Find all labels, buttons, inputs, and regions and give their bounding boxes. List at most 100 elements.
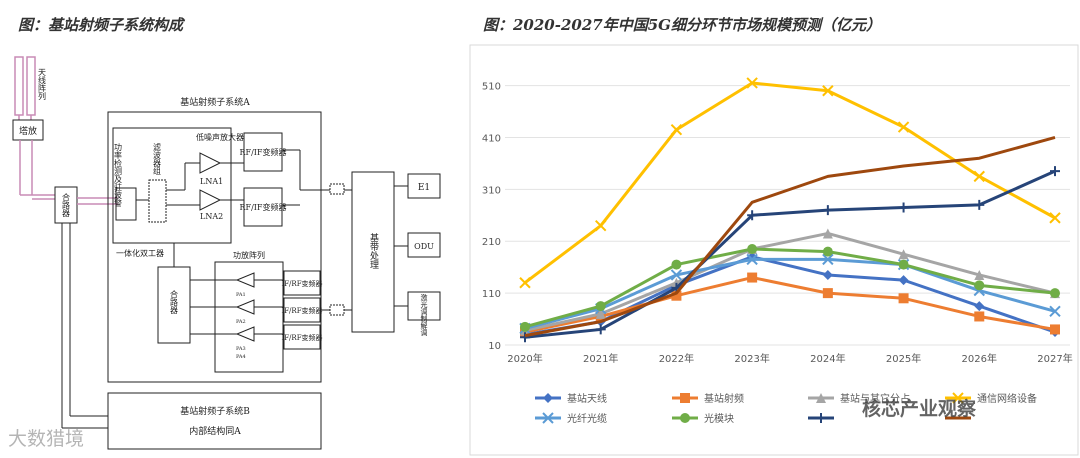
inner-combiner-label: 合路器 bbox=[170, 289, 179, 315]
ifrf-converter-3 bbox=[283, 324, 321, 350]
ifrf-converter-1 bbox=[283, 270, 321, 296]
tower-amp-box bbox=[12, 119, 44, 141]
antenna-array-label: 天线阵列 bbox=[38, 68, 47, 101]
data-point bbox=[898, 259, 909, 270]
legend-label: 基站与其它分占 bbox=[840, 392, 910, 405]
series-6 bbox=[520, 166, 1060, 343]
data-point bbox=[746, 253, 758, 266]
data-point bbox=[822, 228, 833, 239]
data-point bbox=[595, 301, 606, 312]
data-point bbox=[746, 77, 758, 89]
ifrf-1-label: IF/RF变频器 bbox=[281, 279, 322, 288]
series-5 bbox=[520, 244, 1060, 332]
series-line bbox=[524, 247, 1056, 329]
series-line bbox=[524, 81, 1056, 284]
subsystem-b-box bbox=[107, 392, 322, 450]
pa2-label: PA2 bbox=[236, 319, 246, 325]
data-point bbox=[822, 288, 833, 299]
antenna-array bbox=[14, 56, 36, 116]
rf-subsystem-diagram: 天线阵列 塔放 合路器 基站射频子系统A 功率检测及驻波警 滤波器组 低噪声放大… bbox=[12, 56, 441, 450]
data-point bbox=[670, 123, 683, 136]
baseband-label: 基带处理 bbox=[368, 232, 379, 269]
e1-label: E1 bbox=[418, 183, 430, 193]
watermark-right: 核芯产业观察 bbox=[862, 398, 977, 420]
lna-title-label: 低噪声放大器 bbox=[196, 132, 244, 142]
subsystem-a-label: 基站射频子系统A bbox=[180, 96, 250, 108]
duplexer-label: 一体化双工器 bbox=[116, 248, 164, 258]
rfif-1-label: RF/IF变频器 bbox=[240, 147, 287, 157]
legend-item bbox=[808, 413, 834, 423]
outer-combiner-box bbox=[54, 186, 78, 224]
data-point bbox=[974, 280, 985, 291]
y-tick-label: 410 bbox=[482, 133, 501, 144]
series-line bbox=[524, 276, 1056, 334]
data-point bbox=[670, 269, 683, 281]
laser-label: 激光调制解调 bbox=[420, 293, 428, 337]
x-tick-label: 2023年 bbox=[734, 352, 769, 365]
data-point bbox=[816, 393, 826, 403]
pa2-amplifier bbox=[235, 299, 255, 315]
data-point bbox=[822, 253, 834, 266]
left-figure-caption: 图：基站射频子系统构成 bbox=[18, 16, 184, 34]
data-point bbox=[520, 321, 530, 332]
duplexer-box bbox=[112, 127, 232, 244]
data-point bbox=[671, 259, 682, 270]
y-tick-label: 10 bbox=[488, 341, 501, 352]
legend-item: 基站与其它分占 bbox=[808, 392, 910, 405]
pa1-amplifier bbox=[235, 272, 255, 288]
data-point bbox=[520, 332, 530, 343]
series-7 bbox=[524, 136, 1056, 338]
data-point bbox=[822, 85, 834, 97]
data-point bbox=[822, 205, 833, 216]
y-tick-label: 210 bbox=[482, 237, 501, 248]
pa3-amplifier bbox=[235, 326, 255, 342]
data-point bbox=[974, 199, 985, 210]
data-point bbox=[1049, 305, 1061, 317]
data-point bbox=[1050, 288, 1060, 299]
x-tick-label: 2026年 bbox=[962, 352, 997, 365]
data-point bbox=[1050, 324, 1060, 335]
legend-label: 基站射频 bbox=[704, 392, 744, 405]
power-detect-box bbox=[115, 187, 137, 221]
lna1-label: LNA1 bbox=[200, 177, 223, 186]
pa4-label: PA4 bbox=[236, 354, 246, 360]
data-point bbox=[671, 290, 682, 301]
baseband-box bbox=[351, 171, 395, 333]
legend-label: 通信网络设备 bbox=[977, 392, 1037, 405]
data-point bbox=[898, 249, 909, 260]
legend-label: 基站天线 bbox=[567, 392, 607, 405]
pa1-label: PA1 bbox=[236, 292, 246, 298]
x-tick-label: 2021年 bbox=[583, 352, 618, 365]
outer-combiner-label: 合路器 bbox=[62, 192, 71, 218]
laser-modem-box bbox=[407, 291, 441, 321]
tower-amp-label: 塔放 bbox=[19, 125, 37, 137]
data-point bbox=[595, 219, 607, 232]
legend-item: 光模块 bbox=[672, 412, 734, 425]
data-point bbox=[822, 246, 833, 257]
lna2-label: LNA2 bbox=[200, 212, 223, 221]
data-point bbox=[898, 202, 909, 213]
y-tick-label: 510 bbox=[482, 82, 501, 93]
data-point bbox=[595, 324, 606, 335]
series-line bbox=[524, 231, 1056, 332]
series-line bbox=[524, 169, 1056, 339]
data-point bbox=[543, 393, 553, 403]
series-line bbox=[524, 257, 1056, 330]
data-point bbox=[1049, 212, 1061, 224]
e1-box bbox=[407, 173, 441, 199]
data-point bbox=[680, 393, 690, 403]
subsystem-a-box bbox=[107, 111, 322, 383]
rfif-2-label: RF/IF变频器 bbox=[240, 202, 287, 212]
ifrf-2-label: IF/RF变频器 bbox=[281, 306, 322, 315]
pa3-label: PA3 bbox=[236, 346, 246, 352]
connector-bottom bbox=[329, 304, 345, 316]
data-point bbox=[974, 301, 985, 312]
chart-lines bbox=[519, 77, 1061, 343]
legend-label: 光模块 bbox=[704, 412, 734, 425]
data-point bbox=[816, 413, 826, 423]
data-point bbox=[519, 277, 531, 289]
x-tick-label: 2027年 bbox=[1037, 352, 1072, 365]
legend-item: 基站射频 bbox=[672, 392, 744, 405]
pa-array-box bbox=[214, 261, 284, 373]
connector-top bbox=[329, 183, 345, 195]
